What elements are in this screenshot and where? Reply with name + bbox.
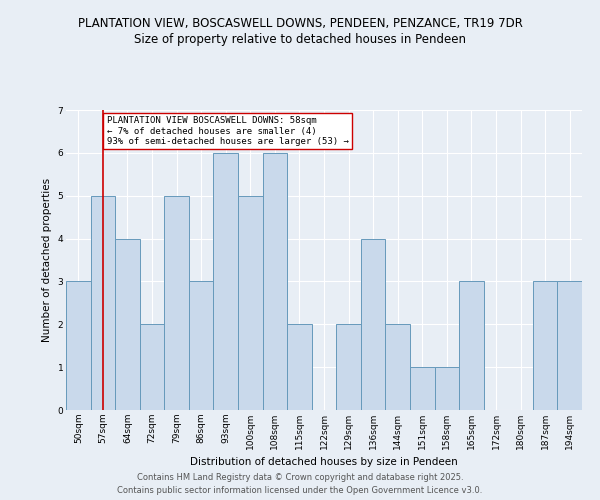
Bar xyxy=(459,282,484,410)
Bar xyxy=(91,196,115,410)
Bar xyxy=(385,324,410,410)
Bar xyxy=(336,324,361,410)
Bar xyxy=(557,282,582,410)
Text: PLANTATION VIEW BOSCASWELL DOWNS: 58sqm
← 7% of detached houses are smaller (4)
: PLANTATION VIEW BOSCASWELL DOWNS: 58sqm … xyxy=(107,116,349,146)
Bar xyxy=(189,282,214,410)
Text: Contains HM Land Registry data © Crown copyright and database right 2025.
Contai: Contains HM Land Registry data © Crown c… xyxy=(118,474,482,495)
Bar xyxy=(214,153,238,410)
Bar xyxy=(115,238,140,410)
Bar xyxy=(533,282,557,410)
Bar xyxy=(238,196,263,410)
Bar xyxy=(410,367,434,410)
Text: Size of property relative to detached houses in Pendeen: Size of property relative to detached ho… xyxy=(134,32,466,46)
Bar xyxy=(140,324,164,410)
Y-axis label: Number of detached properties: Number of detached properties xyxy=(42,178,52,342)
Bar xyxy=(263,153,287,410)
X-axis label: Distribution of detached houses by size in Pendeen: Distribution of detached houses by size … xyxy=(190,458,458,468)
Bar xyxy=(164,196,189,410)
Bar xyxy=(287,324,312,410)
Bar xyxy=(66,282,91,410)
Bar xyxy=(361,238,385,410)
Text: PLANTATION VIEW, BOSCASWELL DOWNS, PENDEEN, PENZANCE, TR19 7DR: PLANTATION VIEW, BOSCASWELL DOWNS, PENDE… xyxy=(77,18,523,30)
Bar xyxy=(434,367,459,410)
